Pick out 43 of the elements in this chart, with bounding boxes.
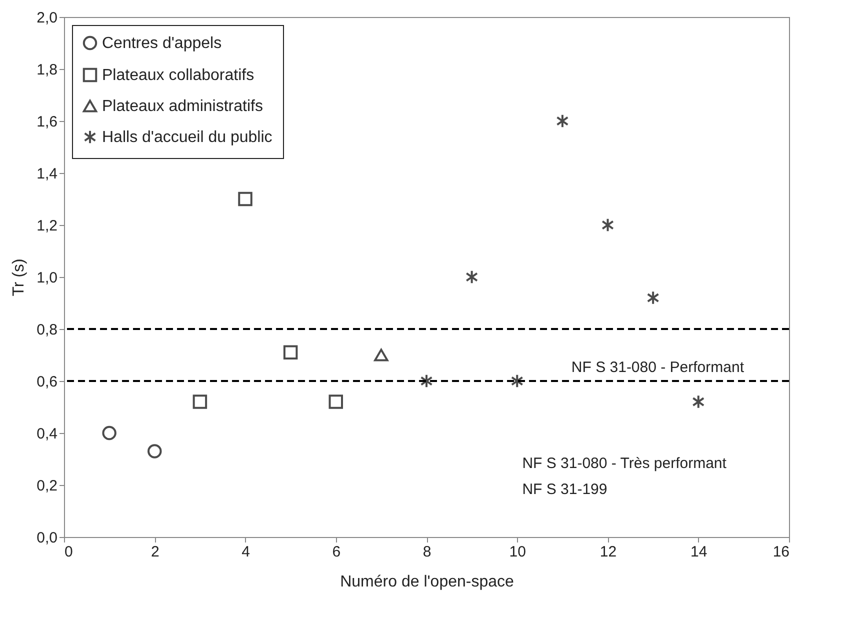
x-tick-label: 2 xyxy=(150,544,160,560)
x-tick-label: 14 xyxy=(690,544,708,560)
x-tick-label: 0 xyxy=(64,544,73,560)
legend-label: Centres d'appels xyxy=(102,35,222,52)
point xyxy=(148,444,162,458)
y-tick-label: 1,6 xyxy=(36,114,58,130)
annotation: NF S 31-199 xyxy=(522,481,608,498)
y-tick-label: 1,4 xyxy=(36,166,58,182)
legend-label: Plateaux collaboratifs xyxy=(102,67,254,84)
y-tick-label: 0,6 xyxy=(36,374,58,390)
x-tick-label: 6 xyxy=(332,544,341,560)
point xyxy=(328,394,343,409)
y-tick-label: 1,2 xyxy=(36,218,58,234)
ref-line-label: NF S 31-080 - Performant xyxy=(571,359,745,376)
legend-label: Plateaux administratifs xyxy=(102,98,263,115)
y-tick-label: 1,0 xyxy=(36,270,58,286)
point xyxy=(602,218,614,232)
point xyxy=(646,290,660,305)
x-tick-label: 16 xyxy=(772,544,790,560)
x-tick-label: 10 xyxy=(509,544,526,560)
point xyxy=(420,374,433,388)
point xyxy=(374,348,388,362)
y-tick-label: 0,8 xyxy=(36,322,58,338)
point xyxy=(102,426,116,440)
y-axis-title: Tr (s) xyxy=(10,258,28,296)
point xyxy=(556,114,569,128)
legend-label: Halls d'accueil du public xyxy=(102,129,272,146)
x-tick-label: 12 xyxy=(600,544,617,560)
point xyxy=(466,270,478,284)
point xyxy=(510,374,524,388)
y-tick-label: 0,2 xyxy=(36,478,58,494)
point xyxy=(192,394,208,409)
y-tick-label: 0,0 xyxy=(36,530,58,546)
point xyxy=(692,394,705,409)
y-tick-label: 0,4 xyxy=(36,426,58,442)
point xyxy=(283,345,298,360)
y-tick-label: 1,8 xyxy=(36,62,58,78)
x-tick-label: 4 xyxy=(242,544,250,560)
point xyxy=(238,192,252,206)
y-tick-label: 2,0 xyxy=(36,10,58,26)
annotation: NF S 31-080 - Très performant xyxy=(522,455,728,472)
x-tick-label: 8 xyxy=(422,544,432,560)
x-axis-title: Numéro de l'open-space xyxy=(340,574,514,590)
